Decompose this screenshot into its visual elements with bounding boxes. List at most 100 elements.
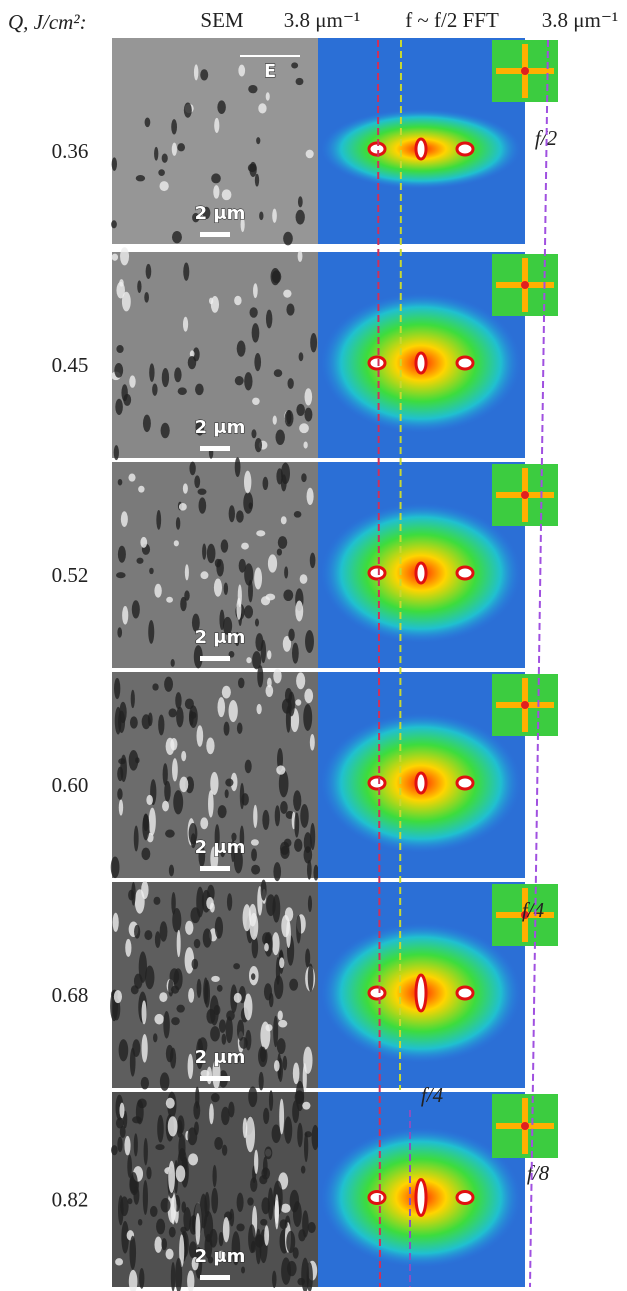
sem-feature: [253, 283, 258, 298]
sem-feature: [249, 162, 256, 177]
sem-feature: [196, 887, 204, 918]
sem-feature: [294, 511, 302, 518]
sem-feature: [273, 415, 277, 424]
sem-feature: [210, 1026, 220, 1041]
sem-feature: [184, 590, 189, 600]
sem-feature: [184, 103, 192, 118]
scale-bar-label: 2 μm: [195, 417, 246, 438]
sem-feature: [211, 1093, 220, 1102]
sem-feature: [200, 571, 208, 579]
sem-feature: [133, 1186, 139, 1205]
sem-feature: [255, 174, 259, 187]
sem-label: SEM: [200, 8, 244, 32]
sem-feature: [290, 1190, 299, 1213]
fluence: 0.52: [52, 563, 89, 587]
fft-spot: [416, 353, 426, 373]
sem-feature: [312, 1125, 320, 1150]
sem-feature: [185, 921, 193, 935]
sem-feature: [248, 1086, 257, 1107]
sem-feature: [128, 474, 135, 482]
sem-feature: [267, 650, 271, 659]
sem-feature: [119, 1039, 129, 1061]
sem-feature: [122, 606, 128, 625]
sem-feature: [166, 1098, 175, 1109]
sem-feature: [137, 280, 141, 293]
sem-feature: [305, 948, 310, 967]
sem-feature: [273, 862, 281, 881]
sem-feature: [203, 928, 212, 947]
sem-feature: [283, 1056, 288, 1071]
fft-spot: [457, 987, 473, 999]
sem-feature: [141, 1077, 149, 1090]
sem-feature: [261, 879, 267, 900]
fft-inset-center: [521, 67, 529, 75]
sem-feature: [261, 640, 266, 663]
sem-feature: [114, 990, 122, 1003]
sem-feature: [127, 1198, 132, 1204]
fft-spot: [457, 567, 473, 579]
sem-feature: [217, 697, 225, 717]
sem-feature: [303, 442, 307, 449]
sem-feature: [275, 805, 280, 826]
sem-feature: [171, 1017, 180, 1025]
sem-feature: [185, 564, 189, 580]
scale-bar-label: 2 μm: [195, 627, 246, 648]
sem-feature: [214, 1005, 221, 1015]
sem-feature: [194, 64, 198, 80]
sem-feature: [289, 979, 298, 991]
sem-feature: [222, 1034, 227, 1045]
sem-feature: [219, 1019, 226, 1033]
sem-feature: [251, 848, 257, 861]
sem-feature: [256, 530, 265, 536]
sem-feature: [251, 865, 260, 875]
sem-feature: [117, 788, 122, 800]
sem-feature: [116, 345, 123, 353]
sem-feature: [134, 1133, 138, 1156]
sem-feature: [156, 1219, 165, 1235]
sem-feature: [188, 1127, 198, 1145]
sem-feature: [272, 932, 280, 955]
sem-feature: [162, 154, 168, 163]
sem-feature: [259, 211, 263, 220]
sem-feature: [118, 479, 123, 486]
sem-feature: [188, 988, 194, 1003]
sem-feature: [223, 1217, 230, 1242]
sem-feature: [172, 143, 177, 156]
sem-feature: [225, 789, 229, 798]
sem-feature: [155, 1144, 164, 1150]
sem-feature: [183, 317, 188, 332]
sem-feature: [217, 985, 223, 992]
sem-feature: [298, 1229, 305, 1241]
sem-feature: [292, 643, 299, 664]
sem-feature: [286, 410, 291, 424]
sem-feature: [281, 1257, 291, 1285]
sem-feature: [188, 356, 197, 369]
sem-feature: [199, 497, 207, 513]
sem-feature: [178, 387, 187, 395]
sem-feature: [154, 1014, 163, 1025]
sem-feature: [263, 1108, 269, 1124]
sem-feature: [298, 196, 303, 207]
annotation: f/8: [527, 1161, 550, 1185]
sem-feature: [248, 85, 257, 93]
sem-feature: [254, 1150, 258, 1174]
fft-spot: [416, 139, 426, 159]
sem-feature: [245, 760, 252, 774]
sem-feature: [168, 1116, 178, 1136]
sem-feature: [162, 368, 169, 387]
sem-feature: [169, 1227, 176, 1238]
sem-feature: [277, 1038, 286, 1054]
sem-feature: [149, 808, 156, 836]
scale-bar: [200, 1076, 230, 1081]
sem-feature: [123, 394, 131, 406]
sem-feature: [139, 1268, 144, 1289]
fft-spot: [457, 143, 473, 155]
sem-feature: [252, 398, 260, 405]
sem-feature: [235, 457, 241, 477]
sem-feature: [129, 375, 135, 387]
sem-feature: [238, 65, 245, 77]
sem-feature: [169, 865, 174, 877]
sem-feature: [146, 1167, 151, 1180]
sem-feature: [200, 69, 208, 80]
sem-feature: [174, 367, 181, 382]
